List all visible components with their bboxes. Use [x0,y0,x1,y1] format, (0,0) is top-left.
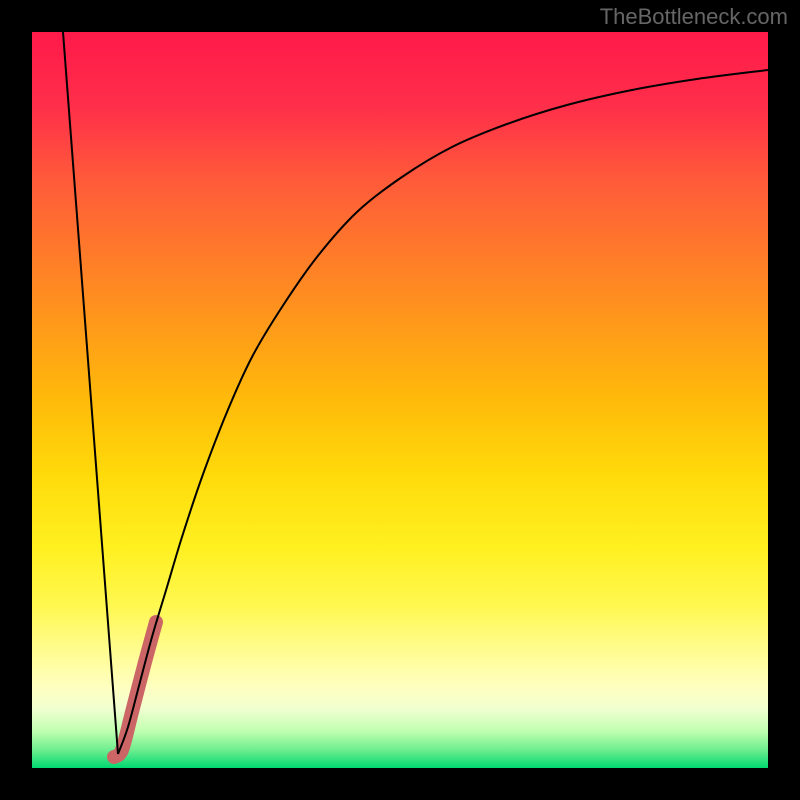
watermark-text: TheBottleneck.com [600,4,788,30]
curve-right-saturation [118,70,768,754]
curve-left-descent [63,32,118,754]
bottleneck-curve [32,32,768,768]
plot-area [32,32,768,768]
